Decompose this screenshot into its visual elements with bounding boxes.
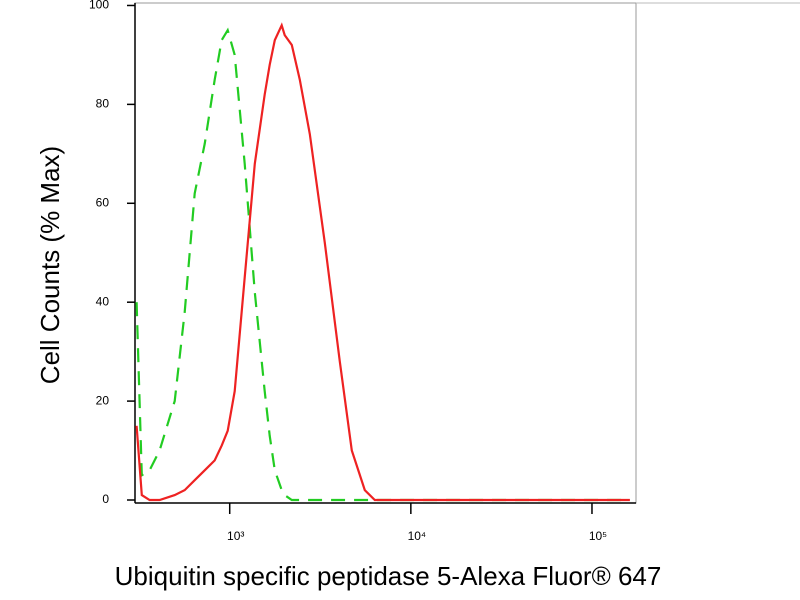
series-line [135, 22, 630, 502]
y-tick-label: 60 [96, 195, 110, 209]
x-axis-title: Ubiquitin specific peptidase 5-Alexa Flu… [115, 561, 662, 591]
x-tick-label: 10³ [227, 529, 244, 543]
x-tick-label: 10⁴ [408, 529, 427, 543]
y-tick-label: 80 [96, 97, 110, 111]
y-tick-label: 0 [102, 492, 109, 506]
y-tick-label: 100 [89, 0, 109, 12]
y-axis-title: Cell Counts (% Max) [35, 146, 65, 384]
y-tick-label: 20 [96, 393, 110, 407]
x-tick-label: 10⁵ [589, 529, 607, 543]
plot-frame [134, 2, 637, 504]
series-line [135, 27, 630, 502]
y-tick-label: 40 [96, 294, 110, 308]
